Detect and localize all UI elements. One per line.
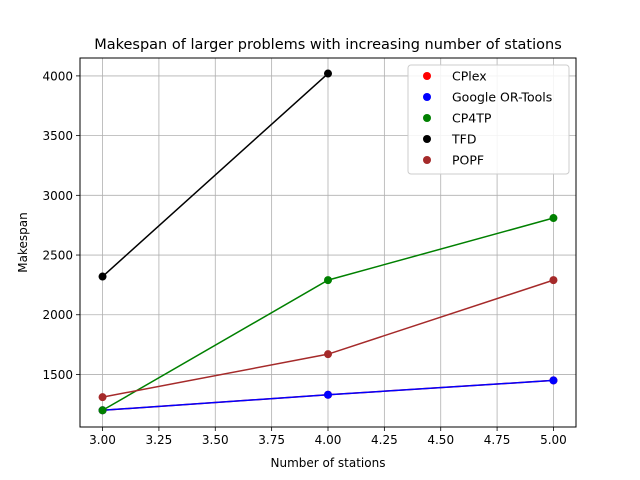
x-tick-label: 3.50 [202,433,229,447]
data-point-cp4tp [549,214,558,223]
y-tick-label: 3000 [42,189,73,203]
x-tick-label: 4.00 [315,433,342,447]
data-point-popf [98,393,107,402]
legend-box [407,64,570,175]
legend: CPlex Google OR-Tools CP4TP TFD POPF [407,64,570,175]
y-tick-label: 1500 [42,368,73,382]
legend-marker-cplex [423,72,431,80]
series-line-tfd [102,72,329,278]
data-point-popf [324,350,332,359]
x-axis-label: Number of stations [271,456,386,470]
x-tick-label: 4.75 [484,433,511,447]
legend-marker-tfd [423,135,431,143]
x-tick-label: 5.00 [540,433,567,447]
series-cp4tp [98,214,558,415]
legend-label-popf: POPF [452,153,484,168]
series-group [98,69,558,415]
legend-label-cp4tp: CP4TP [452,111,492,126]
series-tfd [98,69,332,281]
legend-marker-popf [423,156,431,164]
x-tick-label: 3.25 [146,433,173,447]
legend-label-cplex: CPlex [452,69,487,84]
y-tick-label: 2500 [42,249,73,263]
series-popf [98,276,558,402]
data-point-popf [549,276,558,285]
legend-label-tfd: TFD [451,132,476,147]
y-axis-label: Makespan [16,212,30,272]
x-tick-label: 4.25 [371,433,398,447]
legend-label-google-or-tools: Google OR-Tools [452,90,552,105]
data-point-cp4tp [324,276,332,285]
x-tick-label: 3.75 [258,433,285,447]
y-tick-label: 4000 [42,69,73,83]
data-point-cp4tp [98,406,107,415]
data-point-google-or-tools [324,390,332,399]
data-point-tfd [98,272,107,281]
legend-marker-google-or-tools [423,93,431,101]
data-point-google-or-tools [549,376,558,385]
x-tick-label: 4.50 [427,433,454,447]
data-point-tfd [324,69,332,78]
legend-marker-cp4tp [423,114,431,122]
y-tick-label: 3500 [42,129,73,143]
chart-title: Makespan of larger problems with increas… [94,37,562,53]
y-tick-label: 2000 [42,308,73,322]
ticks: 3.00 3.25 3.50 3.75 4.00 4.25 4.50 4.75 5.00 1500… [42,69,566,447]
x-tick-label: 3.00 [89,433,116,447]
